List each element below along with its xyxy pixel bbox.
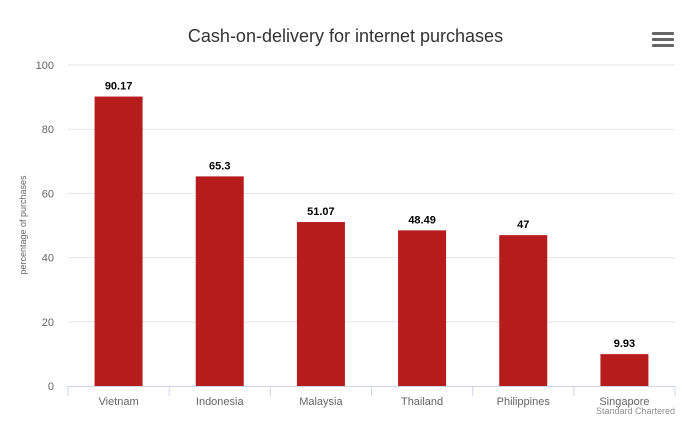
y-tick-label: 40: [42, 253, 54, 265]
y-tick-label: 100: [36, 60, 54, 72]
x-tick-label: Thailand: [401, 396, 443, 408]
bar-malaysia[interactable]: [296, 222, 345, 386]
chart-title: Cash-on-delivery for internet purchases: [187, 26, 504, 46]
data-label: 90.17: [105, 81, 133, 93]
hamburger-menu-icon: [652, 32, 674, 35]
y-axis-title: percentage of purchases: [18, 175, 28, 275]
x-tick-label: Vietnam: [99, 396, 139, 408]
y-tick-label: 20: [42, 317, 54, 329]
data-label: 9.93: [614, 338, 635, 350]
chart-menu-button[interactable]: [652, 32, 674, 50]
data-label: 65.3: [209, 160, 230, 172]
bar-philippines[interactable]: [499, 235, 548, 386]
y-tick-label: 80: [42, 124, 54, 136]
y-tick-label: 60: [42, 188, 54, 200]
bar-singapore[interactable]: [600, 354, 649, 386]
bar-indonesia[interactable]: [195, 176, 244, 386]
data-label: 47: [517, 219, 529, 231]
bar-thailand[interactable]: [398, 230, 447, 386]
data-label: 51.07: [307, 206, 335, 218]
x-tick-label: Singapore: [599, 396, 649, 408]
bar-vietnam[interactable]: [94, 96, 143, 387]
x-tick-label: Malaysia: [299, 396, 343, 408]
x-tick-label: Indonesia: [196, 396, 245, 408]
y-tick-label: 0: [48, 381, 54, 393]
chart-credit[interactable]: Standard Chartered: [595, 406, 675, 416]
x-tick-label: Philippines: [497, 396, 551, 408]
data-label: 48.49: [408, 214, 436, 226]
